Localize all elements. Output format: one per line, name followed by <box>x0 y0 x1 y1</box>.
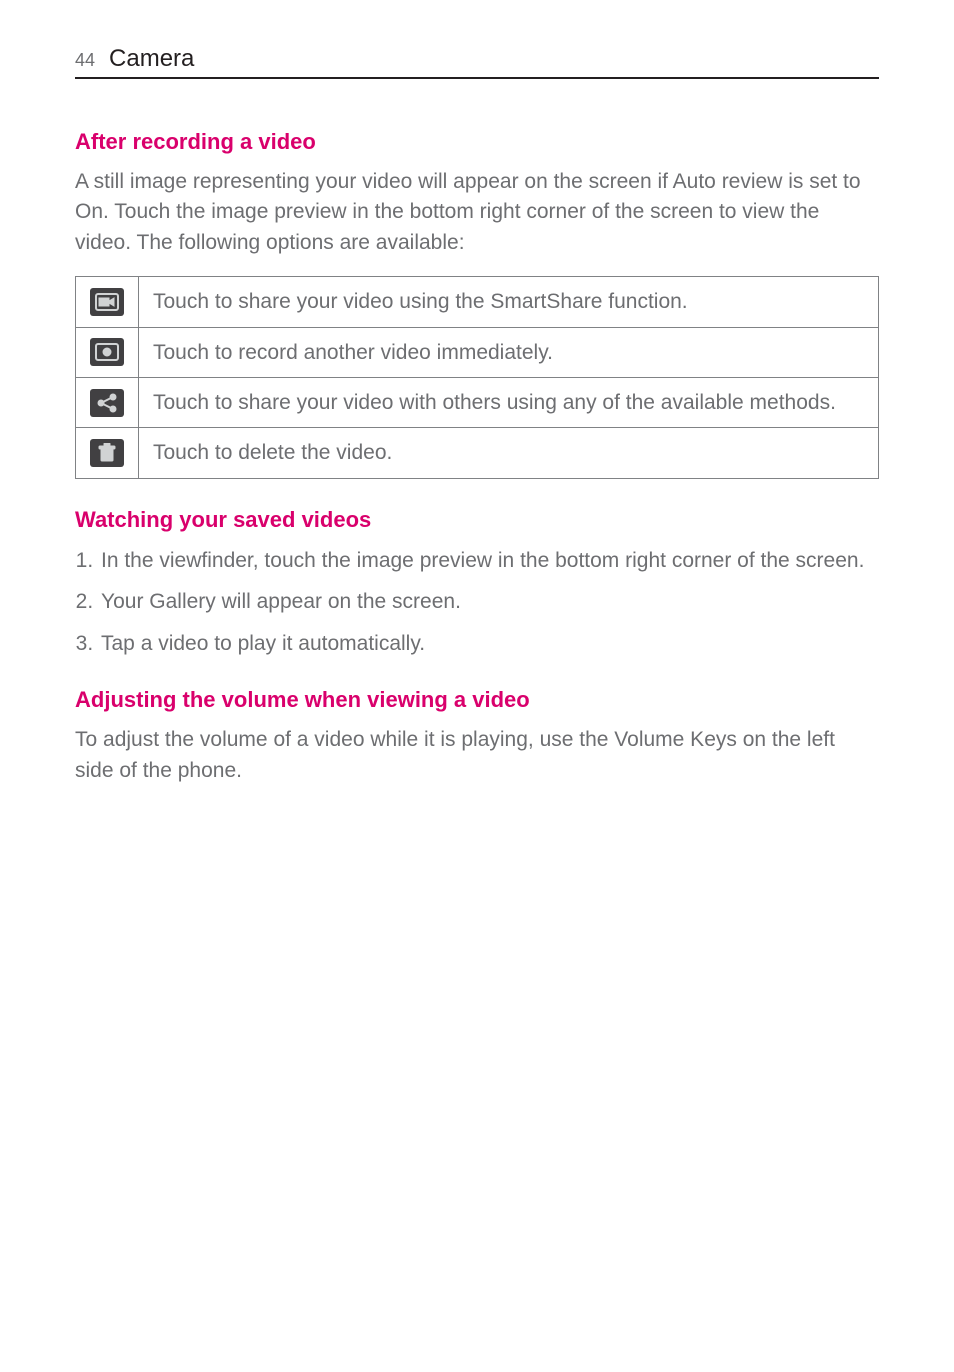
volume-paragraph: To adjust the volume of a video while it… <box>75 725 879 786</box>
intro-paragraph: A still image representing your video wi… <box>75 167 879 258</box>
icon-cell <box>76 327 139 377</box>
list-item: Your Gallery will appear on the screen. <box>99 586 879 618</box>
page-number: 44 <box>75 50 95 71</box>
section-heading-watching: Watching your saved videos <box>75 507 879 533</box>
icon-cell <box>76 277 139 327</box>
table-row: Touch to share your video with others us… <box>76 378 879 428</box>
table-row: Touch to record another video immediatel… <box>76 327 879 377</box>
option-text: Touch to delete the video. <box>139 428 879 478</box>
icon-cell <box>76 378 139 428</box>
option-text: Touch to record another video immediatel… <box>139 327 879 377</box>
steps-list: In the viewfinder, touch the image previ… <box>75 545 879 660</box>
options-table: Touch to share your video using the Smar… <box>75 276 879 479</box>
smartshare-icon <box>90 288 124 316</box>
page: 44 Camera After recording a video A stil… <box>0 0 954 1372</box>
list-item: In the viewfinder, touch the image previ… <box>99 545 879 577</box>
page-header: 44 Camera <box>75 45 879 79</box>
page-title: Camera <box>109 45 194 73</box>
share-icon <box>90 389 124 417</box>
table-row: Touch to delete the video. <box>76 428 879 478</box>
icon-cell <box>76 428 139 478</box>
record-icon <box>90 338 124 366</box>
table-row: Touch to share your video using the Smar… <box>76 277 879 327</box>
section-heading-volume: Adjusting the volume when viewing a vide… <box>75 687 879 713</box>
list-item: Tap a video to play it automatically. <box>99 628 879 660</box>
option-text: Touch to share your video using the Smar… <box>139 277 879 327</box>
section-heading-after-recording: After recording a video <box>75 129 879 155</box>
option-text: Touch to share your video with others us… <box>139 378 879 428</box>
delete-icon <box>90 439 124 467</box>
